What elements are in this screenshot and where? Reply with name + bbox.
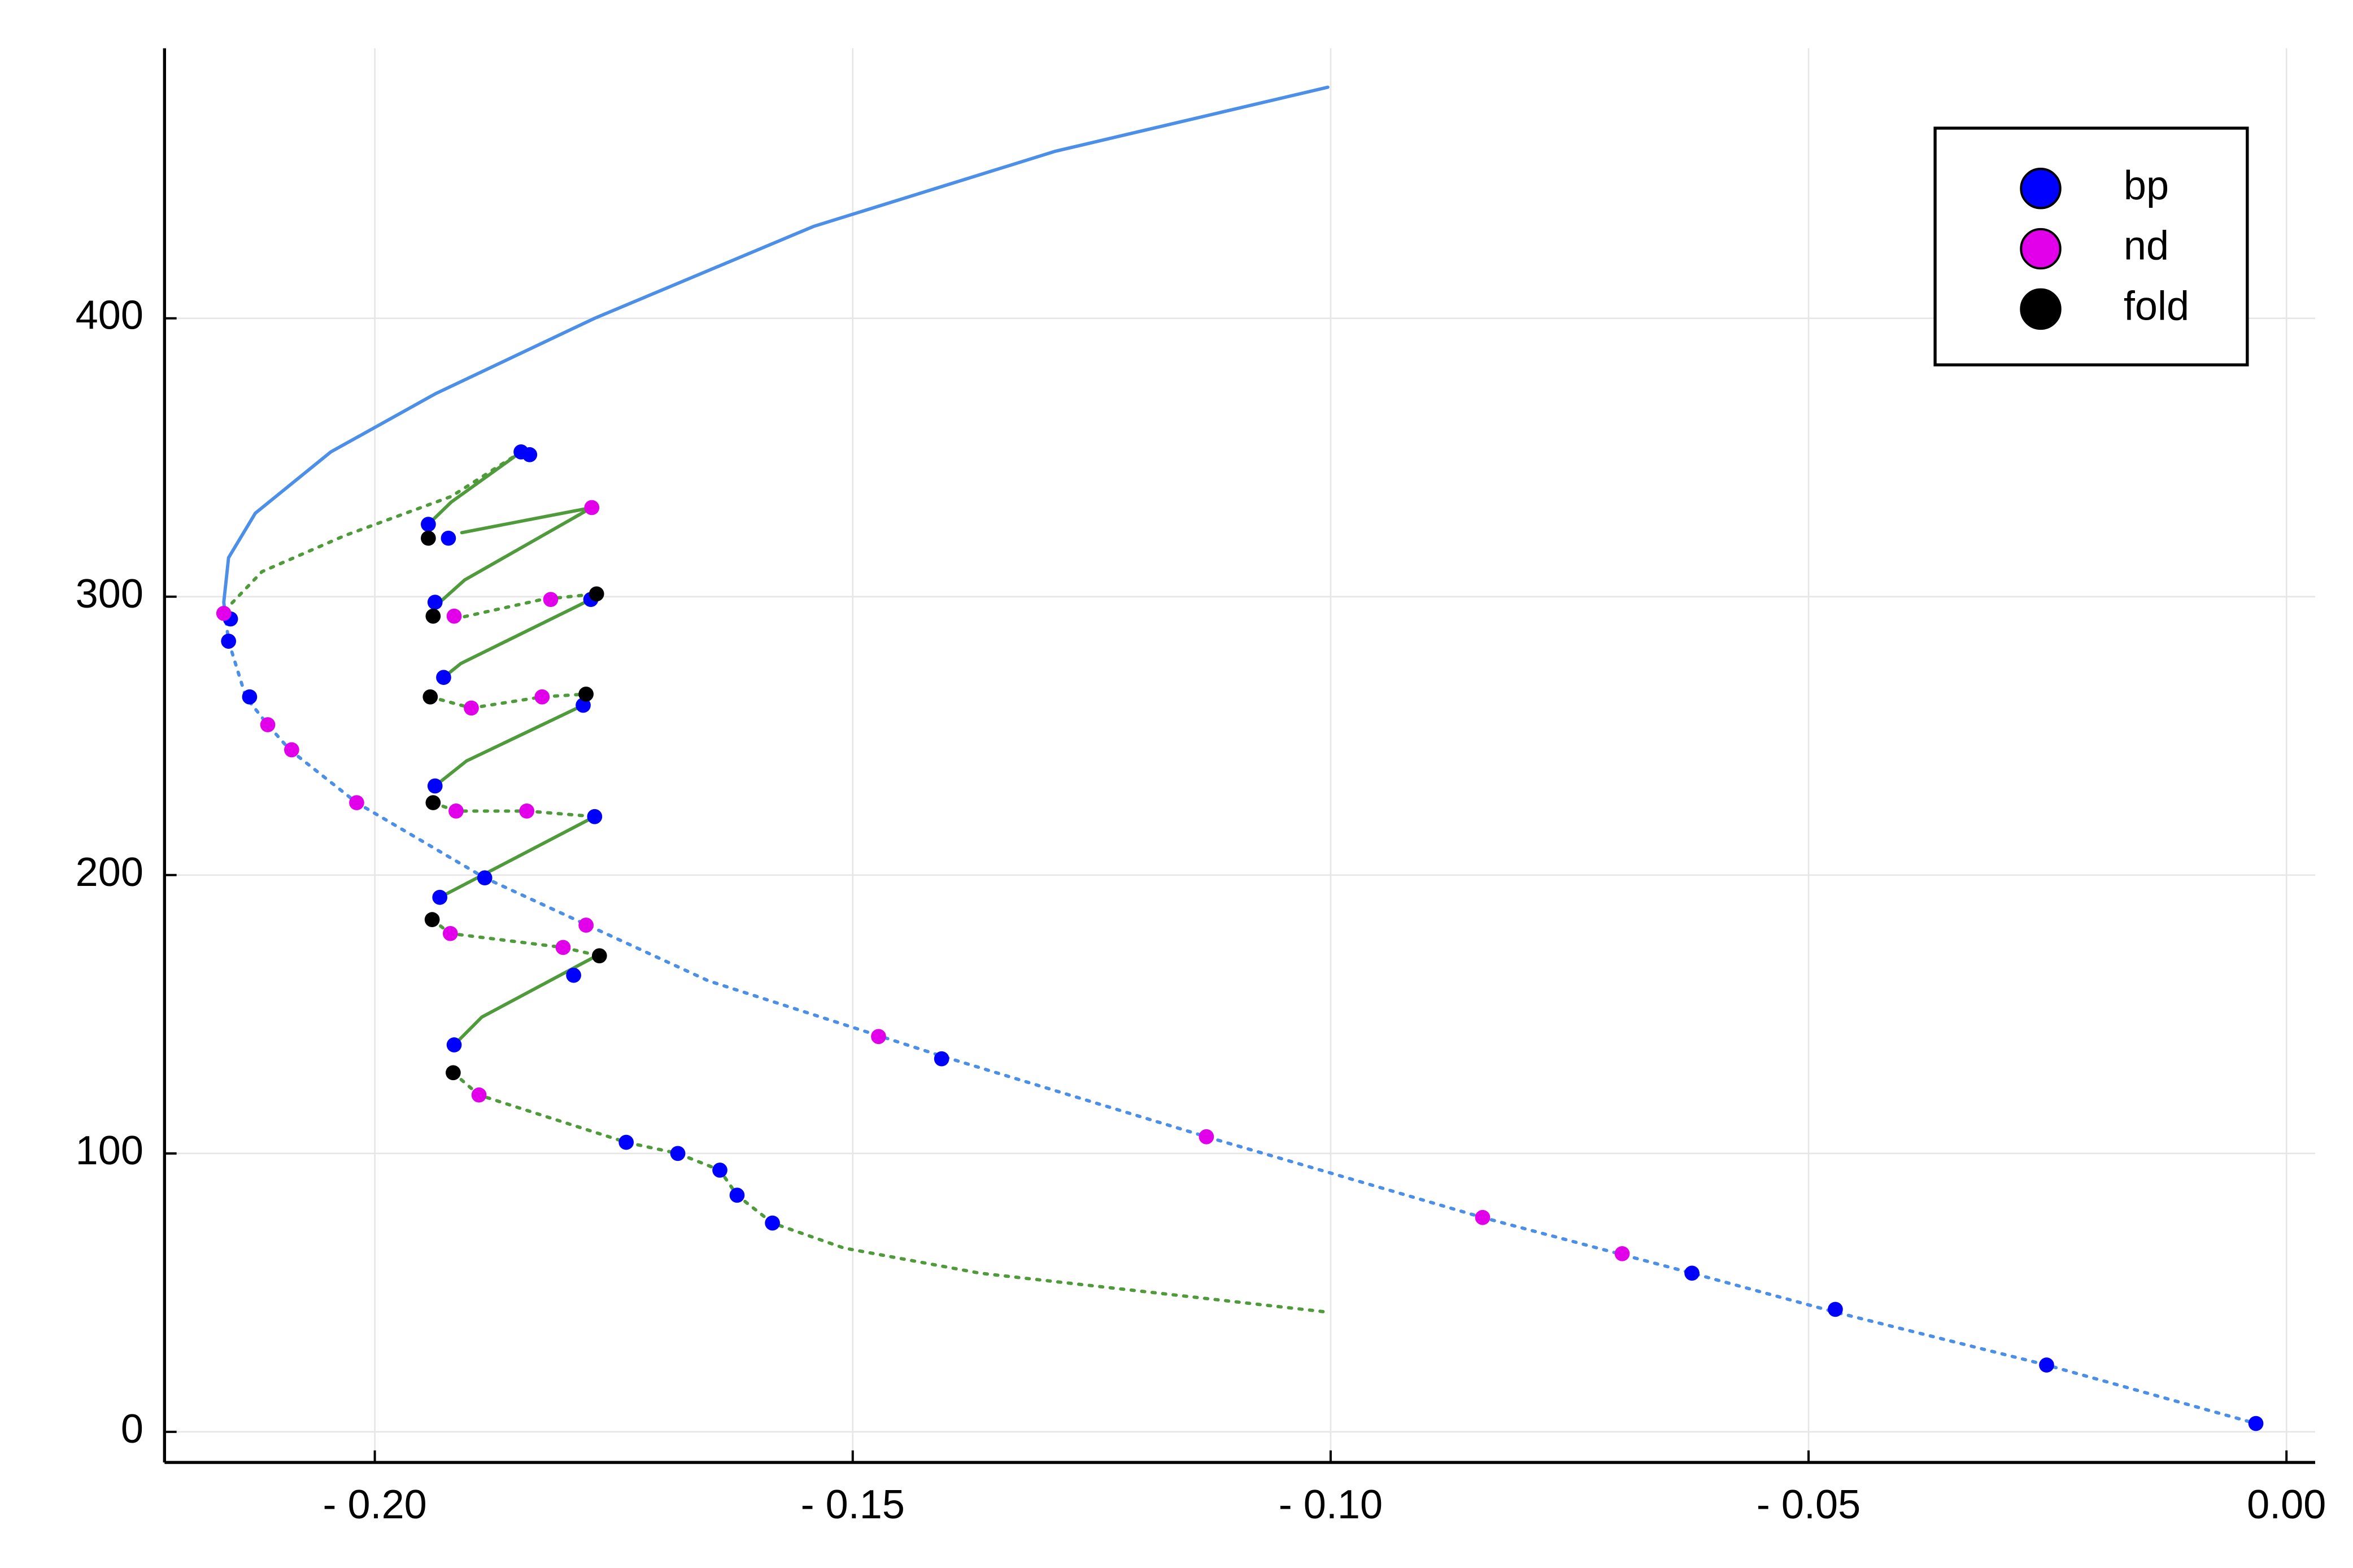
point: [534, 689, 550, 705]
point: [464, 700, 479, 716]
branch-line: [438, 506, 594, 604]
point: [1614, 1246, 1630, 1261]
point: [1684, 1265, 1700, 1281]
point: [1199, 1129, 1214, 1145]
point: [566, 967, 581, 983]
point: [349, 795, 364, 810]
point: [421, 530, 436, 546]
legend-marker: [2020, 228, 2062, 270]
x-tick-label: - 0.15: [801, 1482, 905, 1527]
point: [934, 1051, 949, 1067]
point: [729, 1187, 745, 1203]
branch-line: [438, 815, 596, 899]
y-tick-label: 200: [76, 850, 143, 895]
x-tick-label: - 0.20: [323, 1482, 426, 1527]
point: [670, 1146, 686, 1161]
point: [446, 1037, 462, 1052]
point: [543, 592, 559, 608]
point: [221, 634, 237, 649]
point: [618, 1134, 634, 1150]
point: [584, 500, 600, 516]
point: [522, 447, 538, 462]
point: [712, 1163, 727, 1178]
point: [1475, 1209, 1491, 1225]
point: [242, 689, 258, 705]
branch-line: [452, 954, 599, 1047]
legend-box: [1933, 126, 2249, 366]
branch-line: [223, 450, 523, 613]
point: [587, 809, 603, 824]
point: [436, 670, 451, 685]
y-tick-label: 300: [76, 571, 143, 617]
x-tick-label: - 0.05: [1757, 1482, 1860, 1527]
point: [871, 1029, 886, 1045]
point: [1828, 1301, 1843, 1317]
point: [589, 586, 604, 602]
point: [448, 803, 464, 819]
y-tick-label: 400: [76, 293, 143, 338]
point: [427, 595, 443, 610]
point: [477, 870, 493, 886]
branch-line: [426, 450, 523, 526]
branch-line: [430, 918, 602, 958]
point: [432, 889, 448, 905]
y-tick-label: 100: [76, 1128, 143, 1173]
branch-line: [451, 1071, 1330, 1314]
point: [555, 940, 571, 955]
point: [591, 948, 607, 964]
point: [425, 795, 441, 810]
branch-line: [460, 506, 594, 535]
branch-line: [223, 609, 2258, 1425]
point: [425, 608, 441, 624]
point: [471, 1087, 487, 1103]
point: [441, 530, 456, 546]
branch-line: [222, 85, 1330, 613]
point: [519, 803, 535, 819]
point: [578, 686, 594, 702]
point: [260, 717, 276, 732]
point: [765, 1215, 780, 1231]
point: [446, 1065, 461, 1081]
legend-label: nd: [2124, 224, 2169, 269]
branch-line: [431, 801, 596, 819]
point: [216, 605, 232, 621]
legend-label: fold: [2124, 283, 2189, 329]
point: [442, 925, 458, 941]
point: [427, 778, 443, 794]
x-tick-label: 0.00: [2247, 1482, 2326, 1527]
legend-marker: [2020, 168, 2062, 209]
branch-line: [433, 704, 585, 788]
point: [284, 742, 299, 758]
point: [421, 517, 436, 532]
point: [446, 608, 462, 624]
point: [578, 918, 594, 933]
branch-line: [428, 692, 588, 710]
point: [2248, 1416, 2264, 1431]
point: [422, 689, 438, 705]
x-tick-label: - 0.10: [1279, 1482, 1383, 1527]
legend-marker: [2020, 288, 2062, 330]
y-tick-label: 0: [121, 1407, 143, 1452]
point: [424, 912, 440, 928]
point: [2039, 1357, 2054, 1373]
branch-line: [452, 592, 599, 621]
legend-label: bp: [2124, 163, 2169, 208]
